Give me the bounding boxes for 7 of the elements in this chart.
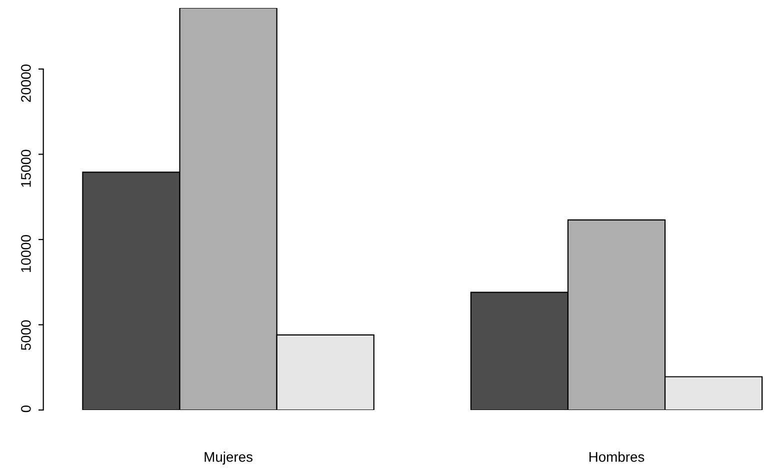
y-tick-label: 5000: [21, 320, 31, 350]
x-tick-label: Mujeres: [204, 452, 252, 465]
y-tick-label: 0: [21, 406, 31, 412]
y-tick-label: 20000: [21, 64, 31, 102]
y-tick-label: 15000: [21, 150, 31, 187]
y-tick-label: 10000: [21, 235, 31, 272]
x-tick-label: Hombres: [589, 452, 644, 462]
